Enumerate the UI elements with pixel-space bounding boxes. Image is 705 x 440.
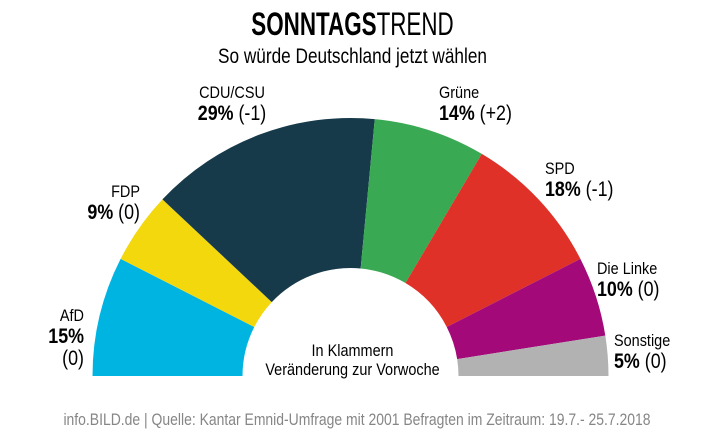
party-change: (-1) bbox=[233, 102, 267, 125]
center-note-line1: In Klammern bbox=[311, 341, 394, 360]
title-bold-part: SONNTAGS bbox=[251, 6, 377, 42]
party-change: (0) bbox=[639, 350, 667, 373]
party-result: 14% (+2) bbox=[439, 103, 541, 124]
party-name: CDU/CSU bbox=[199, 83, 265, 102]
party-value: 5% bbox=[614, 350, 640, 373]
page-subtitle: So würde Deutschland jetzt wählen bbox=[218, 45, 487, 68]
label-fdp: FDP 9% (0) bbox=[68, 182, 140, 223]
segment-spd bbox=[405, 153, 581, 327]
page-title: SONNTAGSTREND bbox=[106, 8, 600, 40]
label-afd: AfD 15% (0) bbox=[33, 306, 84, 370]
donut-segments bbox=[92, 118, 609, 376]
title-light-part: TREND bbox=[376, 6, 454, 42]
party-result: 5% (0) bbox=[614, 351, 699, 372]
party-result: 10% (0) bbox=[597, 279, 691, 300]
party-result: 15% bbox=[33, 326, 84, 347]
source-line: info.BILD.de | Quelle: Kantar Emnid-Umfr… bbox=[63, 410, 651, 429]
party-result: 9% (0) bbox=[68, 202, 140, 223]
party-name: Grüne bbox=[439, 83, 480, 102]
party-change: (-1) bbox=[580, 178, 614, 201]
label-spd: SPD 18% (-1) bbox=[545, 159, 639, 200]
party-name: Die Linke bbox=[597, 259, 658, 278]
party-value: 9% bbox=[87, 201, 114, 224]
party-result: 18% (-1) bbox=[545, 179, 639, 200]
party-name: AfD bbox=[59, 306, 84, 325]
segment-sonstige bbox=[457, 335, 609, 376]
label-linke: Die Linke 10% (0) bbox=[597, 259, 691, 300]
party-value: 18% bbox=[545, 178, 581, 201]
party-value: 29% bbox=[197, 102, 234, 125]
segment-cducsu bbox=[162, 118, 375, 303]
center-note-line2: Veränderung zur Vorwoche bbox=[265, 360, 440, 379]
label-sonstige: Sonstige 5% (0) bbox=[614, 331, 699, 372]
center-note: In Klammern Veränderung zur Vorwoche bbox=[53, 341, 652, 379]
segment-fdp bbox=[120, 199, 272, 327]
party-value: 15% bbox=[48, 325, 84, 348]
party-name: Sonstige bbox=[614, 331, 671, 350]
segment-gruene bbox=[360, 119, 482, 284]
party-change: (+2) bbox=[474, 102, 512, 125]
party-name: SPD bbox=[545, 159, 575, 178]
party-result: 29% (-1) bbox=[181, 103, 283, 124]
segment-linke bbox=[446, 258, 606, 360]
party-change: (0) bbox=[113, 201, 140, 224]
label-cducsu: CDU/CSU 29% (-1) bbox=[181, 83, 283, 124]
party-name: FDP bbox=[111, 182, 140, 201]
label-gruene: Grüne 14% (+2) bbox=[439, 83, 541, 124]
segment-afd bbox=[92, 258, 255, 376]
party-value: 10% bbox=[597, 278, 633, 301]
party-change: (0) bbox=[62, 347, 84, 370]
party-change: (0) bbox=[632, 278, 660, 301]
party-value: 14% bbox=[439, 102, 475, 125]
